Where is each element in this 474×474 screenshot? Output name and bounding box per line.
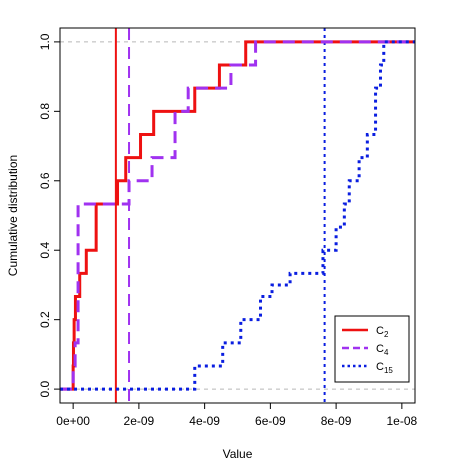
series-line-C15 xyxy=(60,40,415,391)
y-tick-label-1: 0.2 xyxy=(38,311,52,328)
x-tick-label-1: 2e-09 xyxy=(124,414,155,428)
reference-lines xyxy=(60,41,415,390)
y-tick-label-3: 0.6 xyxy=(38,172,52,189)
plot-frame xyxy=(59,27,416,404)
mean-lines xyxy=(114,28,326,403)
y-tick-label-0: 0.0 xyxy=(38,380,52,397)
legend-label-C2: C2 xyxy=(376,325,389,339)
x-tick-label-4: 8e-09 xyxy=(321,414,352,428)
y-tick-label-5: 1.0 xyxy=(38,33,52,50)
legend-box xyxy=(334,315,410,383)
x-tick-label-3: 6e-09 xyxy=(255,414,286,428)
legend: C2 C4 C15 xyxy=(334,315,410,383)
legend-label-C4: C4 xyxy=(376,343,389,357)
y-tick-label-2: 0.4 xyxy=(38,242,52,259)
y-tick-label-4: 0.8 xyxy=(38,103,52,120)
x-axis: 0e+00 2e-09 4e-09 6e-09 8e-09 1e-08 xyxy=(56,403,418,428)
x-tick-label-5: 1e-08 xyxy=(387,414,418,428)
legend-label-C15: C15 xyxy=(376,361,393,375)
x-axis-title: Value xyxy=(223,447,253,461)
y-axis-title: Cumulative distribution xyxy=(6,155,20,276)
x-tick-label-2: 4e-09 xyxy=(189,414,220,428)
x-tick-label-0: 0e+00 xyxy=(56,414,90,428)
y-axis: 0.0 0.2 0.4 0.6 0.8 1.0 xyxy=(38,33,60,397)
series-lines xyxy=(60,40,415,391)
series-line-C4 xyxy=(60,40,415,391)
